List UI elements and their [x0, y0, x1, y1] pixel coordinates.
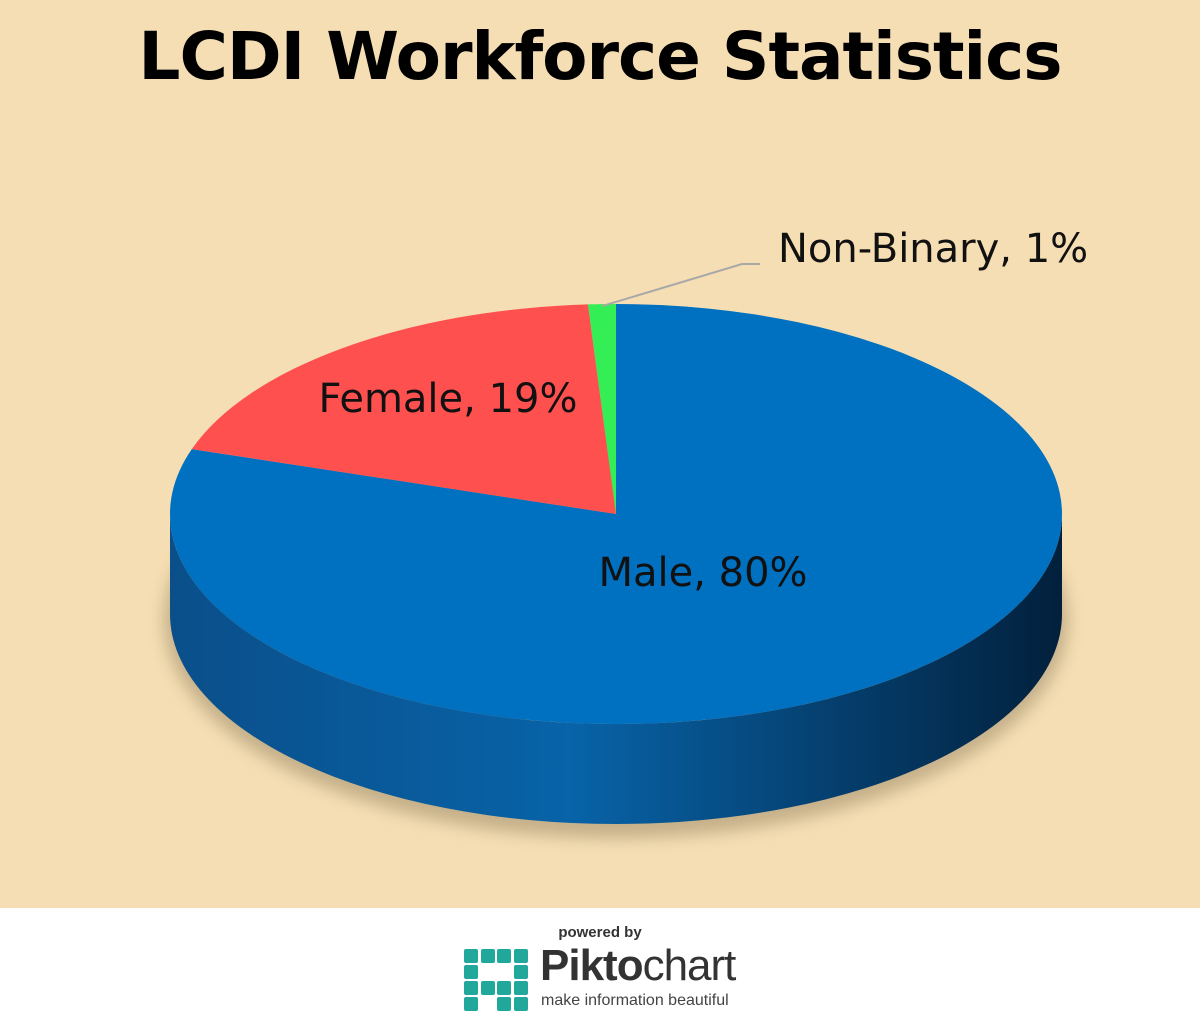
powered-by-text: powered by — [558, 924, 642, 941]
brand-name-light: chart — [642, 941, 737, 990]
pie-label-non-binary: Non-Binary, 1% — [778, 226, 1088, 272]
pie-side-wall-male — [170, 514, 1062, 824]
logo-cell — [497, 997, 511, 1011]
pie-slice-non-binary[interactable] — [587, 304, 616, 514]
leader-line-non-binary — [601, 263, 760, 308]
logo-cell — [464, 981, 478, 995]
logo-cell — [464, 997, 478, 1011]
logo-cell — [513, 981, 528, 995]
logo-cell — [464, 965, 478, 979]
brand-name-bold: Pikto — [540, 941, 644, 990]
piktochart-footer: powered by Piktochart make information b… — [0, 908, 1200, 1029]
pie-label-female: Female, 19% — [319, 376, 578, 422]
logo-cell — [480, 981, 495, 995]
pie-side-wall — [170, 514, 1062, 824]
logo-cell — [513, 965, 528, 979]
brand-name[interactable]: Piktochart — [540, 941, 737, 990]
pie-label-male: Male, 80% — [598, 550, 807, 596]
pie-slice-male[interactable] — [170, 304, 1063, 724]
chart-panel: LCDI Workforce Statistics Male, 80% Femal… — [0, 0, 1200, 908]
logo-cell — [464, 949, 478, 963]
logo-cell — [513, 949, 528, 963]
logo-cell — [480, 949, 495, 963]
logo-cell — [497, 949, 511, 963]
logo-cell — [513, 997, 528, 1011]
logo-cell — [497, 981, 511, 995]
pie-chart: Male, 80% Female, 19% Non-Binary, 1% — [164, 226, 1088, 838]
brand-tagline: make information beautiful — [541, 992, 729, 1009]
chart-title: LCDI Workforce Statistics — [138, 18, 1062, 95]
pie-slice-female[interactable] — [191, 304, 616, 514]
piktochart-logo-icon[interactable] — [464, 949, 530, 1011]
